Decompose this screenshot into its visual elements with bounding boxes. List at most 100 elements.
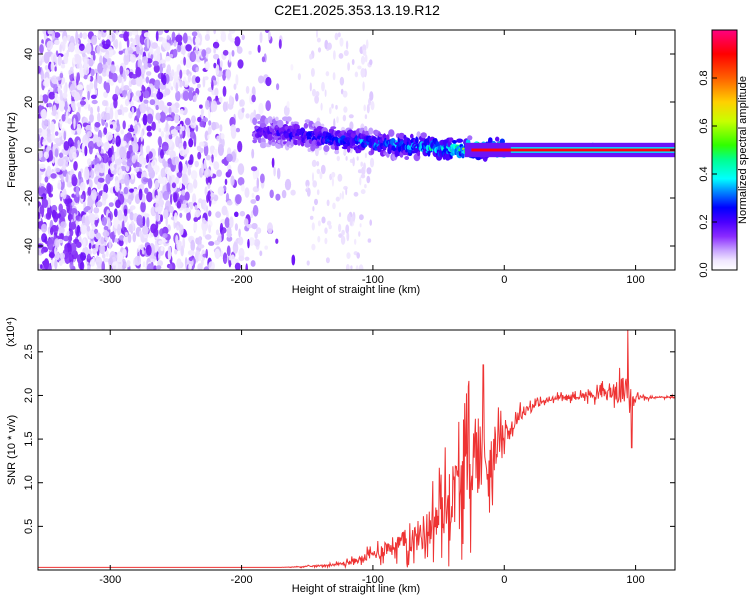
spectrogram-cell [103,127,108,135]
spectrogram-cell [59,178,65,191]
spectrogram-cell [358,264,364,270]
spectrogram-cell [309,215,314,220]
spectrogram-cell [155,211,159,222]
spectrogram-cell [103,183,109,194]
spectrogram-cell [197,116,202,123]
spectrogram-cell [115,135,121,147]
spectrogram-cell [169,263,173,270]
spectrogram-cell [119,146,126,159]
spectrogram-cell [159,206,163,212]
spectrogram-cell [238,255,245,262]
spectrogram-cell [120,129,125,135]
spectrogram-cell [324,237,328,245]
spectrogram-cell [277,167,281,180]
figure-title: C2E1.2025.353.13.19.R12 [274,2,440,18]
spectrogram-cell [108,238,112,250]
spectrogram-cell [102,100,108,107]
spectrogram-cell [335,196,340,202]
spectrogram-cell [321,216,326,224]
spectrogram-cell [180,59,184,65]
spectrogram-cell [168,134,173,140]
spectrogram-cell [62,35,68,45]
spectrogram-cell [82,238,86,249]
spectrogram-cell [179,123,183,135]
spectrogram-cell [253,109,256,117]
spectrogram-cell [162,233,168,239]
spectrogram-cell [75,215,80,221]
spectrogram-cell [160,246,164,252]
spectrogram-cell [97,62,103,74]
spectrogram-cell [221,229,224,241]
spectrogram-cell [146,71,152,76]
spectrogram-cell [75,241,82,248]
spectrogram-cell [208,241,215,246]
spectrogram-cell [273,166,276,177]
spectrogram-cell [336,155,340,162]
spectrogram-cell [39,205,45,215]
spectrogram-cell [57,158,64,167]
spectrogram-cell [80,182,86,191]
spectrogram-cell [260,173,265,184]
spectrogram-cell [211,121,217,131]
spectrogram-cell [138,188,143,201]
spectrogram-cell [125,198,132,203]
y-tick-label: 0.5 [23,519,35,534]
spectrogram-cell [105,82,111,94]
spectrogram-cell [331,103,334,109]
spectrogram-cell [113,208,118,218]
spectrogram-cell [47,197,51,209]
spectrogram-cell [226,245,231,257]
spectrogram-cell [174,212,178,224]
spectrogram-cell [97,105,100,113]
spectrogram-cell [220,250,224,258]
spectrogram-cell [66,50,69,58]
spectrogram-cell [234,262,241,270]
spectrogram-cell [316,189,320,196]
spectrogram-cell [160,167,167,178]
spectrogram-cell [244,187,250,198]
spectrogram-cell [86,225,91,232]
spectrogram-cell [251,192,255,199]
spectrogram-cell [145,244,152,256]
spectrogram-cell [195,67,199,72]
spectrogram-cell [141,194,146,203]
spectrogram-cell [132,38,137,46]
spectrogram-cell [141,249,145,255]
spectrogram-cell [89,82,94,90]
spectrogram-cell [237,236,244,246]
spectrogram-cell [231,50,235,57]
spectrogram-cell [183,207,190,214]
spectrogram-cell [86,84,90,91]
spectrogram-cell [182,80,186,87]
spectrogram-cell [100,236,105,245]
spectrogram-cell [142,113,148,126]
spectrogram-cell [90,259,95,267]
spectrogram-cell [81,52,86,58]
spectrogram-cell [232,242,239,254]
spectrogram-cell [222,252,228,264]
spectrogram-cell [166,182,171,193]
spectrogram-cell [203,266,210,270]
spectrogram-cell [207,134,210,140]
spectrogram-ridge-cell [452,140,457,144]
spectrogram-cell [226,200,233,206]
spectrogram-cell [370,100,375,111]
spectrogram-cell [143,99,149,104]
x-tick-label: -200 [231,574,253,586]
spectrogram-cell [226,232,233,237]
spectrogram-cell [92,248,97,255]
spectrogram-cell [219,60,223,68]
spectrogram-cell [123,85,130,91]
spectrogram-cell [48,91,56,100]
spectrogram-cell [140,183,145,190]
spectrogram-cell [167,245,171,255]
spectrogram-cell [202,226,206,238]
spectrogram-cell [179,224,184,236]
spectrogram-cell [196,145,202,151]
spectrogram-cell [150,54,154,60]
spectrogram-cell [198,253,202,262]
spectrogram-cell [188,159,193,165]
spectrogram-cell [312,206,315,212]
spectrogram-cell [99,162,105,174]
spectrogram-cell [243,218,249,226]
